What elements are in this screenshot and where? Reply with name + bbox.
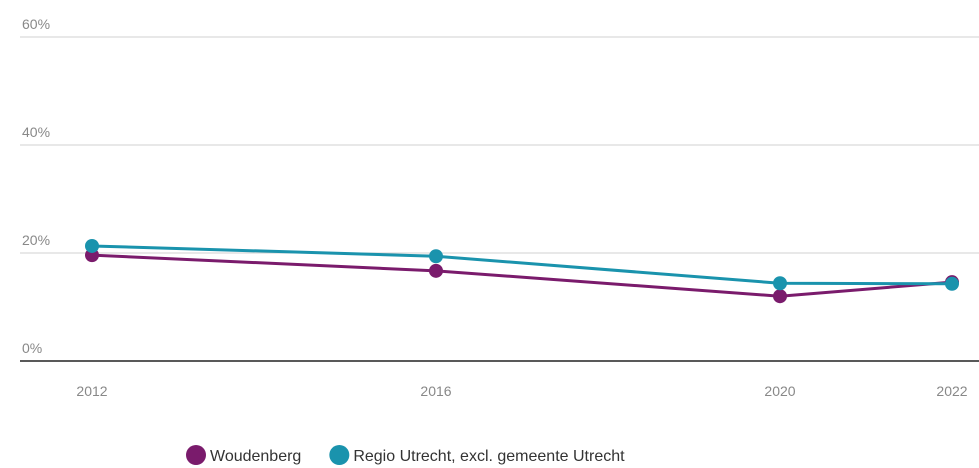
point xyxy=(773,276,787,291)
point xyxy=(429,263,443,278)
y-tick-label: 20% xyxy=(22,232,50,248)
y-tick-label: 0% xyxy=(22,340,42,356)
point xyxy=(945,276,959,291)
point xyxy=(429,249,443,264)
x-tick-label: 2022 xyxy=(936,383,967,399)
legend-label: Woudenberg xyxy=(210,448,301,465)
x-tick-label: 2016 xyxy=(420,383,451,399)
legend-swatch xyxy=(186,445,206,465)
x-tick-label: 2020 xyxy=(764,383,795,399)
point xyxy=(85,238,99,253)
legend-label: Regio Utrecht, excl. gemeente Utrecht xyxy=(353,448,625,465)
legend-swatch xyxy=(329,445,350,465)
series-line xyxy=(91,253,953,298)
series-line xyxy=(91,244,953,286)
point xyxy=(773,289,787,304)
y-tick-label: 40% xyxy=(22,124,50,140)
x-tick-label: 2012 xyxy=(76,383,107,399)
y-tick-label: 60% xyxy=(22,16,50,32)
